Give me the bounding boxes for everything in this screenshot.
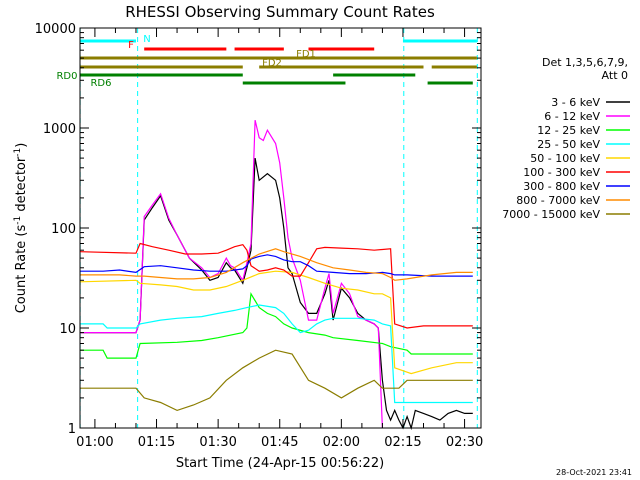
x-tick-label: 01:45 xyxy=(261,435,298,450)
x-tick-label: 02:15 xyxy=(384,435,421,450)
x-tick-label: 01:15 xyxy=(138,435,175,450)
y-axis-label-end: ) xyxy=(14,143,29,148)
legend-header-line2: Att 0 xyxy=(602,69,628,82)
y-axis: 1 10 100 1000 10000 xyxy=(35,22,481,437)
x-tick-label: 01:30 xyxy=(199,435,236,450)
y-axis-label-mid: detector xyxy=(14,156,29,216)
flag-label: F xyxy=(128,40,134,51)
flag-label: RD0 xyxy=(56,71,77,82)
legend-label: 800 - 7000 keV xyxy=(516,194,600,207)
x-tick-label: 02:00 xyxy=(323,435,360,450)
series-lines xyxy=(80,119,473,431)
flag-label: RD6 xyxy=(90,78,111,89)
x-tick-label: 02:30 xyxy=(446,435,483,450)
x-axis-label: Start Time (24-Apr-15 00:56:22) xyxy=(176,456,384,471)
legend-label: 25 - 50 keV xyxy=(537,138,600,151)
series-line xyxy=(80,349,473,412)
x-tick-label: 01:00 xyxy=(76,435,113,450)
flag-label: FD1 xyxy=(296,49,316,60)
legend-label: 100 - 300 keV xyxy=(523,166,600,179)
series-line xyxy=(80,242,473,329)
y-axis-label-main: Count Rate (s xyxy=(14,225,29,314)
legend-label: 50 - 100 keV xyxy=(530,152,600,165)
legend-label: 7000 - 15000 keV xyxy=(502,208,600,221)
flag-label: FD2 xyxy=(262,58,282,69)
footer-date: 28-Oct-2021 23:41 xyxy=(556,468,632,477)
legend-label: 6 - 12 keV xyxy=(544,110,600,123)
y-tick-label: 100 xyxy=(51,222,76,237)
series-line xyxy=(80,291,473,359)
y-tick-label: 1 xyxy=(68,422,76,437)
y-axis-label-sup1: -1 xyxy=(13,216,23,225)
y-axis-label-sup2: -1 xyxy=(13,148,23,157)
chart-title: RHESSI Observing Summary Count Rates xyxy=(125,3,435,21)
x-axis: 01:00 01:15 01:30 01:45 02:00 02:15 02:30 xyxy=(76,28,483,450)
flag-bars: NF FD1 FD2 RD0 RD6 xyxy=(56,34,477,89)
flag-label: N xyxy=(143,34,150,45)
series-line xyxy=(80,304,473,404)
legend-label: 300 - 800 keV xyxy=(523,180,600,193)
y-tick-label: 10 xyxy=(59,322,76,337)
legend-label: 3 - 6 keV xyxy=(551,96,600,109)
series-line xyxy=(80,157,473,431)
legend-header-line1: Det 1,3,5,6,7,9, xyxy=(542,56,628,69)
series-line xyxy=(80,254,473,277)
series-line xyxy=(80,119,383,429)
series-line xyxy=(80,270,473,375)
y-tick-label: 10000 xyxy=(35,22,76,37)
legend-label: 12 - 25 keV xyxy=(537,124,600,137)
y-axis-label: Count Rate (s-1 detector-1) xyxy=(13,143,29,314)
series-line xyxy=(80,248,473,281)
y-tick-label: 1000 xyxy=(43,122,76,137)
